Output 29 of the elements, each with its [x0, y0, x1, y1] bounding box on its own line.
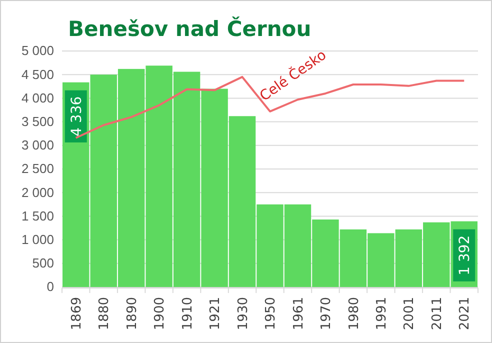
x-tick-label: 2001: [402, 297, 418, 330]
y-tick-label: 2 000: [21, 184, 54, 200]
data-label: 1 392: [457, 235, 474, 276]
x-tick-label: 1930: [236, 297, 251, 330]
x-tick-label: 1961: [291, 297, 306, 330]
y-tick-label: 4 000: [21, 90, 54, 106]
data-label: 4 336: [68, 96, 85, 136]
y-tick-label: 2 500: [21, 161, 54, 176]
x-tick-label: 1980: [346, 297, 362, 330]
x-tick-label: 1869: [69, 297, 84, 330]
x-tick-label: 1970: [319, 297, 334, 330]
x-tick-label: 1890: [124, 297, 140, 330]
y-tick-label: 3 000: [21, 138, 54, 153]
x-tick-label: 1900: [152, 297, 168, 330]
y-tick-label: 0: [46, 279, 54, 294]
x-tick-label: 2021: [458, 297, 473, 330]
x-tick-label: 2011: [430, 297, 445, 330]
y-tick-label: 1 500: [21, 208, 54, 224]
y-tick-label: 4 500: [21, 66, 54, 82]
x-tick-label: 1950: [264, 297, 279, 330]
y-tick-label: 500: [32, 256, 54, 271]
y-tick-label: 1 000: [21, 232, 54, 247]
x-tick-label: 1921: [208, 297, 224, 330]
y-tick-label: 3 500: [21, 114, 54, 129]
x-tick-label: 1880: [97, 297, 112, 330]
y-tick-label: 5 000: [21, 43, 54, 58]
x-tick-label: 1910: [180, 297, 196, 330]
x-tick-label: 1991: [374, 297, 390, 330]
chart-title: Benešov nad Černou: [68, 16, 312, 41]
